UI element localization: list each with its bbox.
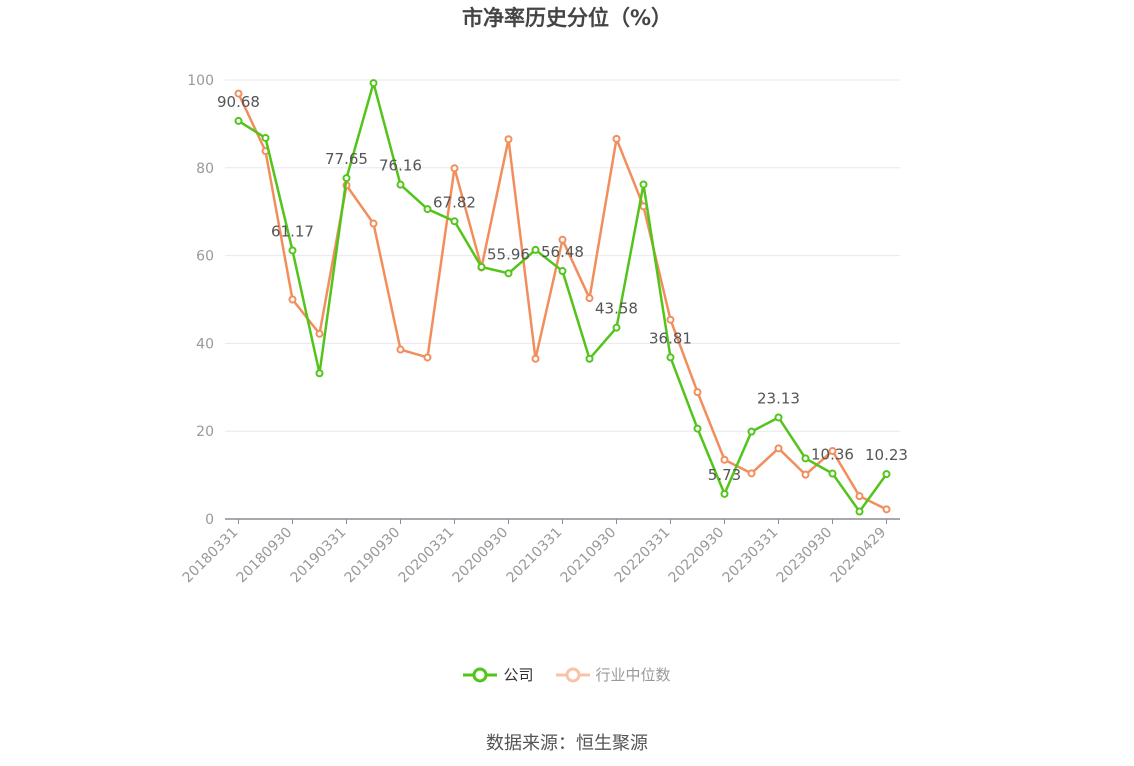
- data-label: 77.65: [325, 150, 368, 168]
- data-point-company: [720, 489, 729, 498]
- data-point-company: [882, 470, 891, 479]
- data-point-company: [234, 116, 243, 125]
- data-point-company: [666, 353, 675, 362]
- y-tick-label: 60: [196, 249, 214, 265]
- y-tick-label: 80: [196, 161, 214, 177]
- legend-industry-marker-icon: [555, 667, 590, 682]
- series-line-company: [237, 81, 888, 513]
- x-tick-label: 20180331: [180, 525, 242, 587]
- data-point-industry-median: [855, 492, 864, 501]
- x-tick-label: 20230930: [774, 525, 836, 587]
- data-point-company: [747, 427, 756, 436]
- data-label: 5.73: [708, 466, 741, 484]
- x-tick-label: 20200331: [396, 525, 458, 587]
- legend-item-company[interactable]: 公司: [463, 664, 534, 685]
- x-tick-label: 20190331: [288, 525, 350, 587]
- data-point-industry-median: [423, 353, 432, 362]
- data-point-industry-median: [531, 354, 540, 363]
- data-point-company: [477, 263, 486, 272]
- data-point-industry-median: [288, 295, 297, 304]
- data-point-industry-median: [801, 470, 810, 479]
- data-point-industry-median: [747, 469, 756, 478]
- legend: 公司 行业中位数: [0, 664, 1134, 685]
- data-label: 90.68: [217, 93, 260, 111]
- y-tick-label: 100: [187, 73, 214, 89]
- data-point-industry-median: [720, 455, 729, 464]
- data-point-company: [288, 246, 297, 255]
- data-point-company: [558, 267, 567, 276]
- data-point-industry-median: [666, 315, 675, 324]
- legend-label-industry-median: 行业中位数: [595, 666, 671, 684]
- data-point-company: [774, 413, 783, 422]
- data-point-industry-median: [693, 388, 702, 397]
- data-point-industry-median: [612, 134, 621, 143]
- data-point-industry-median: [396, 345, 405, 354]
- data-label: 10.36: [811, 446, 854, 464]
- data-point-company: [828, 469, 837, 478]
- x-tick-label: 20180930: [234, 525, 296, 587]
- data-point-company: [612, 323, 621, 332]
- data-point-company: [693, 424, 702, 433]
- data-point-industry-median: [450, 164, 459, 173]
- data-point-industry-median: [774, 444, 783, 453]
- x-tick-label: 20220331: [612, 525, 674, 587]
- data-label: 61.17: [271, 222, 314, 240]
- x-tick-label: 20240429: [828, 525, 890, 587]
- data-label: 36.81: [649, 329, 692, 347]
- legend-item-industry-median[interactable]: 行业中位数: [555, 664, 671, 685]
- data-point-company: [423, 205, 432, 214]
- x-tick-label: 20200930: [450, 525, 512, 587]
- data-point-company: [855, 507, 864, 516]
- x-tick-label: 20210930: [558, 525, 620, 587]
- x-tick-label: 20220930: [666, 525, 728, 587]
- legend-company-marker-icon: [463, 667, 498, 682]
- data-point-industry-median: [828, 446, 837, 455]
- data-point-company: [342, 174, 351, 183]
- x-tick-label: 20190930: [342, 525, 404, 587]
- y-tick-label: 40: [196, 336, 214, 352]
- x-tick-label: 20230331: [720, 525, 782, 587]
- data-point-company: [531, 245, 540, 254]
- data-label: 56.48: [541, 243, 584, 261]
- data-point-industry-median: [585, 294, 594, 303]
- data-point-company: [315, 369, 324, 378]
- chart-title: 市净率历史分位（%）: [461, 6, 673, 30]
- data-point-company: [585, 354, 594, 363]
- y-tick-label: 20: [196, 424, 214, 440]
- data-point-company: [450, 217, 459, 226]
- data-point-company: [369, 79, 378, 88]
- data-point-industry-median: [882, 505, 891, 514]
- data-labels: 90.68 61.17 77.65 76.16 67.82 55.96 56.48 43.58…: [217, 93, 908, 484]
- legend-label-company: 公司: [503, 666, 534, 684]
- data-point-industry-median: [558, 235, 567, 244]
- axes: 0 20 40 60 80 100 2018033120180930201903312019…: [180, 73, 900, 586]
- data-point-industry-median: [504, 135, 513, 144]
- data-point-company: [801, 454, 810, 463]
- y-tick-label: 0: [205, 512, 214, 528]
- data-label: 23.13: [757, 389, 800, 407]
- data-point-industry-median: [315, 329, 324, 338]
- data-point-company: [639, 180, 648, 189]
- data-source-note: 数据来源：恒生聚源: [486, 733, 648, 754]
- x-tick-label: 20210331: [504, 525, 566, 587]
- data-point-company: [261, 133, 270, 142]
- data-label: 43.58: [595, 300, 638, 318]
- data-point-company: [396, 180, 405, 189]
- data-point-industry-median: [369, 219, 378, 228]
- data-label: 10.23: [865, 446, 908, 464]
- data-label: 76.16: [379, 157, 422, 175]
- data-label: 55.96: [487, 245, 530, 263]
- data-point-industry-median: [234, 89, 243, 98]
- data-point-company: [504, 269, 513, 278]
- series-lines: [234, 79, 891, 516]
- data-label: 67.82: [433, 193, 476, 211]
